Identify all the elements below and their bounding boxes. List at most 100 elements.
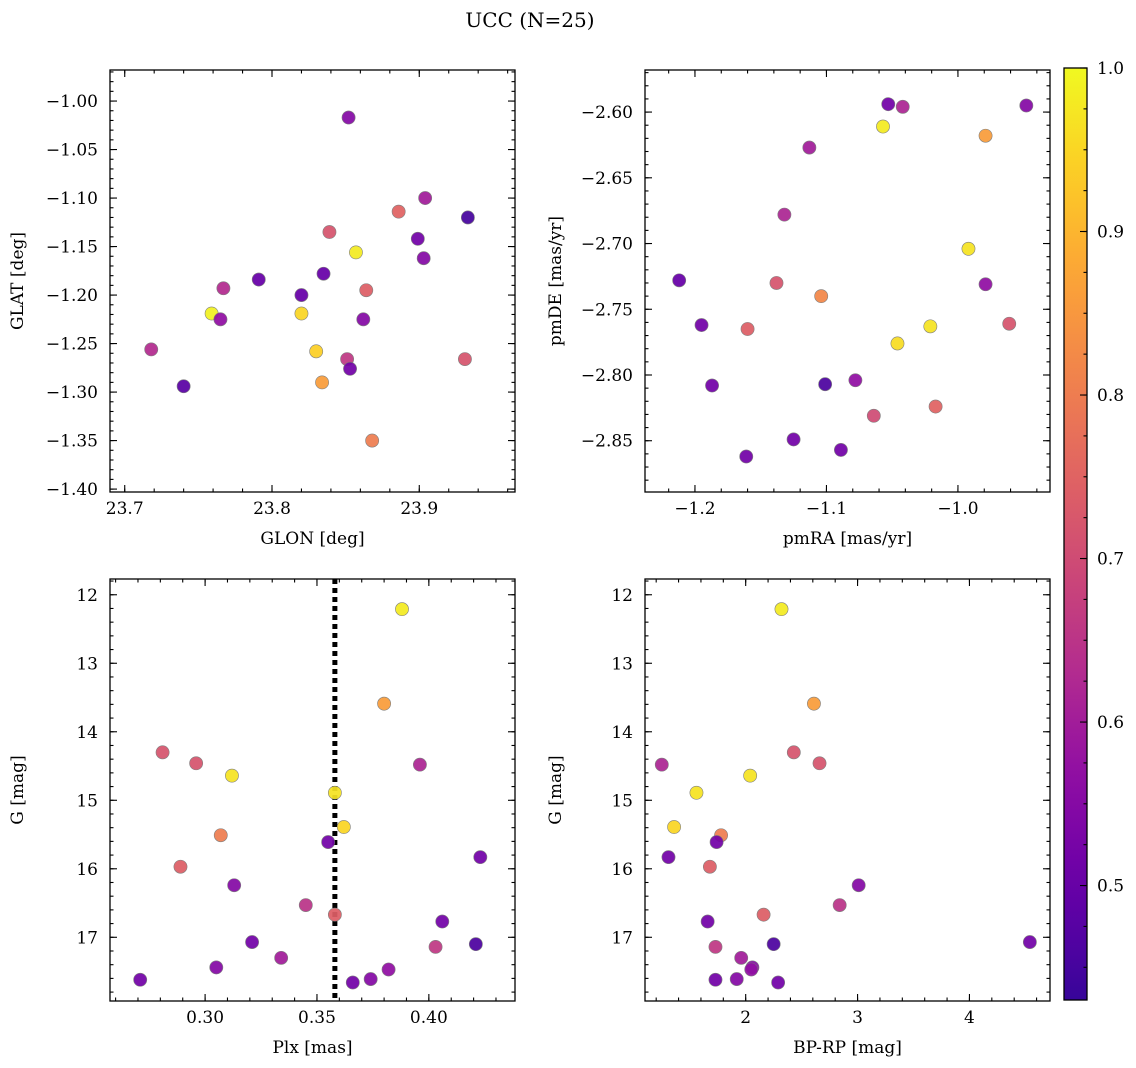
y-tick-label: −1.25 — [46, 335, 98, 355]
panel-position: 23.7 23.8 23.9 −1.40 −1.35 −1.30 −1.25 −1.20 −1.… — [8, 69, 516, 549]
x-tick-label: 23.9 — [400, 499, 438, 519]
data-point — [349, 245, 363, 260]
data-point — [654, 757, 669, 772]
data-point — [814, 289, 829, 304]
data-point — [848, 373, 863, 388]
data-point — [881, 97, 896, 112]
y-tick-label: −2.65 — [581, 169, 633, 189]
data-point — [365, 433, 380, 448]
x-axis-label: Plx [mas] — [272, 1038, 352, 1058]
axes-frame — [109, 578, 516, 1002]
data-point — [876, 119, 890, 134]
axes-frame — [644, 69, 1051, 493]
data-point — [928, 399, 943, 414]
y-tick-label: −2.70 — [581, 235, 633, 255]
data-point — [473, 850, 488, 865]
data-point — [316, 266, 331, 281]
panel-cmd-parallax: 0.30 0.35 0.40 12 13 14 15 16 17 Plx [mas] G [mag] — [8, 578, 516, 1058]
data-point — [702, 859, 717, 874]
data-point — [851, 878, 866, 893]
data-point — [418, 191, 433, 205]
data-point — [245, 935, 259, 949]
data-point — [866, 408, 881, 423]
data-point — [173, 859, 188, 874]
data-point — [766, 937, 781, 952]
data-point — [802, 140, 817, 155]
x-tick-label: −1.0 — [937, 499, 978, 519]
x-axis-label: BP-RP [mag] — [793, 1038, 902, 1058]
data-point — [377, 696, 392, 711]
data-point — [689, 785, 704, 800]
colorbar-tick-label: 0.6 — [1097, 713, 1124, 733]
data-point — [834, 443, 848, 457]
data-point — [428, 939, 443, 954]
data-point — [1022, 935, 1037, 949]
data-point — [769, 276, 784, 290]
data-point — [729, 972, 744, 986]
x-tick-label: 23.8 — [253, 499, 291, 519]
colorbar: 0.5 0.6 0.7 0.8 0.9 1.0 — [1063, 59, 1124, 1001]
data-point — [895, 99, 910, 114]
data-point — [322, 225, 337, 239]
colorbar-tick-label: 0.8 — [1097, 386, 1124, 406]
data-point — [345, 975, 360, 990]
y-tick-label: −1.20 — [46, 286, 98, 306]
data-point — [756, 907, 771, 922]
x-tick-label: −1.1 — [806, 499, 847, 519]
x-tick-label: 2 — [740, 1008, 751, 1028]
data-point — [363, 972, 378, 986]
data-point — [144, 342, 159, 357]
data-point — [298, 898, 313, 912]
data-point — [227, 878, 242, 893]
data-point — [786, 745, 801, 760]
y-tick-label: −1.40 — [46, 480, 98, 500]
data-point — [410, 231, 425, 246]
panel-proper-motion: −1.2 −1.1 −1.0 −2.85 −2.80 −2.75 −2.70 −2.65 −2.… — [546, 69, 1051, 549]
y-tick-label: 17 — [76, 928, 98, 948]
data-point — [359, 283, 374, 298]
y-tick-label: −1.30 — [46, 383, 98, 403]
data-point — [961, 241, 976, 256]
data-point — [708, 972, 723, 987]
colorbar-tick-label: 0.9 — [1097, 223, 1124, 243]
x-axis-label: pmRA [mas/yr] — [783, 529, 912, 549]
data-point — [225, 768, 239, 783]
axes-frame — [109, 69, 516, 493]
y-tick-label: 15 — [76, 791, 98, 811]
data-point — [356, 312, 371, 327]
data-point — [890, 336, 905, 351]
data-point — [777, 207, 792, 222]
y-tick-label: 12 — [76, 586, 98, 606]
data-point — [1019, 98, 1034, 113]
x-tick-label: 3 — [852, 1008, 863, 1028]
data-point — [739, 449, 754, 464]
data-point — [274, 950, 289, 965]
data-point — [468, 937, 483, 952]
data-point — [661, 850, 676, 865]
panel-cmd-color: 2 3 4 12 13 14 15 16 17 BP-RP [mag] G [mag] — [546, 578, 1051, 1058]
y-axis-label: G [mag] — [546, 755, 566, 824]
x-tick-label: 4 — [964, 1008, 975, 1028]
data-point — [705, 378, 719, 393]
data-point — [978, 128, 993, 143]
x-tick-label: 23.7 — [106, 499, 144, 519]
data-point — [413, 757, 427, 772]
x-tick-label: 0.30 — [186, 1008, 224, 1028]
x-tick-label: 0.40 — [410, 1008, 448, 1028]
data-point — [216, 281, 231, 296]
data-point — [395, 602, 409, 617]
y-tick-label: −2.85 — [581, 432, 633, 452]
colorbar-tick-label: 1.0 — [1097, 59, 1124, 79]
y-tick-label: −2.75 — [581, 300, 633, 320]
data-point — [155, 745, 170, 760]
y-tick-label: 12 — [611, 586, 633, 606]
data-point — [460, 210, 475, 225]
data-point — [812, 756, 827, 771]
y-axis-label: G [mag] — [8, 755, 28, 824]
data-point — [771, 975, 786, 990]
colorbar-tick-label: 0.7 — [1097, 550, 1124, 570]
data-point — [327, 785, 342, 800]
data-point — [743, 768, 758, 783]
data-point — [435, 914, 450, 929]
